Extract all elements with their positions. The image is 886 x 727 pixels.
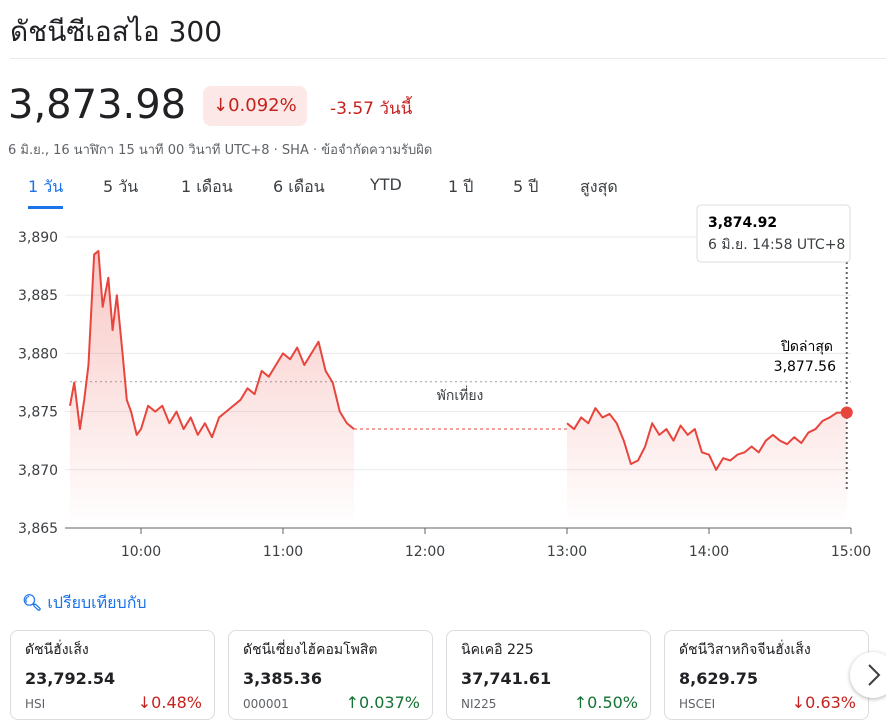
up-arrow: ↑: [345, 693, 359, 712]
down-arrow: ↓: [213, 95, 229, 116]
card-name: ดัชนีวิสาหกิจจีนฮั่งเส็ง: [679, 642, 811, 658]
change-percent: 0.092%: [228, 95, 297, 116]
down-arrow: ↓: [137, 693, 152, 712]
previous-close-label: ปิดล่าสุด: [780, 339, 833, 355]
compare-card[interactable]: ดัชนีฮั่งเส็ง 23,792.54 HSI ↓0.48%: [10, 630, 215, 720]
break-label: พักเที่ยง: [437, 386, 484, 404]
search-icon: 🔍︎: [22, 593, 43, 612]
y-tick-label: 3,865: [18, 521, 58, 537]
tab[interactable]: 6 เดือน: [273, 177, 325, 196]
divider: [10, 58, 886, 59]
tab[interactable]: 1 เดือน: [181, 177, 233, 196]
card-change: ↑0.50%: [574, 693, 638, 712]
tab[interactable]: 1 ปี: [448, 177, 474, 196]
compare-card[interactable]: นิคเคอิ 225 37,741.61 NI225 ↑0.50%: [446, 630, 651, 720]
card-change-value: 0.48%: [151, 693, 202, 712]
change-period: วันนี้: [379, 99, 413, 119]
change: -3.57 วันนี้: [330, 95, 412, 122]
tab[interactable]: YTD: [370, 175, 402, 194]
next-button[interactable]: [850, 652, 886, 698]
card-symbol: HSCEI: [679, 697, 716, 711]
y-tick-label: 3,875: [18, 405, 58, 421]
x-tick-label: 14:00: [689, 544, 729, 560]
card-symbol: NI225: [461, 697, 497, 711]
card-price: 8,629.75: [679, 669, 758, 688]
compare-label: เปรียบเทียบกับ: [47, 593, 147, 612]
tooltip-value: 3,874.92: [708, 215, 777, 231]
card-change: ↓0.48%: [138, 693, 202, 712]
x-tick-label: 10:00: [121, 544, 161, 560]
previous-close-value: 3,877.56: [774, 359, 836, 375]
line: [69, 249, 847, 471]
compare-card[interactable]: ดัชนีเซี่ยงไฮ้คอมโพสิต 3,385.36 000001 ↑0.0…: [228, 630, 433, 720]
card-change: ↑0.037%: [346, 693, 420, 712]
card-name: ดัชนีฮั่งเส็ง: [25, 642, 89, 658]
page-title: ดัชนีซีเอสไอ 300: [10, 15, 223, 48]
card-change-value: 0.63%: [805, 693, 856, 712]
card-symbol: 000001: [243, 697, 289, 711]
x-tick-label: 15:00: [831, 544, 871, 560]
y-tick-label: 3,885: [18, 288, 58, 304]
tooltip-time: 6 มิ.ย. 14:58 UTC+8: [708, 237, 845, 253]
chart: 3,865 3,870 3,875 3,880 3,885 3,890 10:00 11:00…: [18, 204, 871, 560]
tab[interactable]: 1 วัน: [28, 175, 64, 209]
area: [70, 250, 847, 528]
change-percent-chip: ↓0.092%: [203, 86, 307, 126]
y-tick-label: 3,890: [18, 230, 58, 246]
card-name: นิคเคอิ 225: [461, 642, 534, 658]
tab[interactable]: 5 ปี: [513, 177, 539, 196]
last-point: [840, 406, 853, 419]
x-tick-label: 13:00: [547, 544, 587, 560]
card-price: 23,792.54: [25, 669, 116, 688]
compare-button[interactable]: 🔍︎ เปรียบเทียบกับ: [22, 591, 147, 616]
x-tick-label: 11:00: [263, 544, 303, 560]
y-tick-label: 3,880: [18, 346, 58, 362]
tab[interactable]: 5 วัน: [103, 177, 139, 196]
tab[interactable]: สูงสุด: [580, 177, 618, 196]
up-arrow: ↑: [573, 693, 588, 712]
card-change-value: 0.037%: [358, 693, 420, 712]
card-price: 3,385.36: [243, 669, 322, 688]
card-symbol: HSI: [25, 697, 46, 711]
tooltip: [696, 204, 851, 263]
card-name: ดัชนีเซี่ยงไฮ้คอมโพสิต: [243, 642, 378, 658]
down-arrow: ↓: [791, 693, 806, 712]
price: 3,873.98: [8, 82, 187, 128]
change-value: -3.57: [330, 99, 374, 119]
card-price: 37,741.61: [461, 669, 552, 688]
card-change-value: 0.50%: [587, 693, 638, 712]
card-change: ↓0.63%: [792, 693, 856, 712]
x-tick-label: 12:00: [405, 544, 445, 560]
chevron: [868, 664, 881, 686]
y-tick-label: 3,870: [18, 463, 58, 479]
compare-card[interactable]: ดัชนีวิสาหกิจจีนฮั่งเส็ง 8,629.75 HSCEI ↓0.…: [664, 630, 869, 720]
meta: 6 มิ.ย., 16 นาฬิกา 15 นาที 00 วินาที UTC…: [8, 143, 433, 158]
